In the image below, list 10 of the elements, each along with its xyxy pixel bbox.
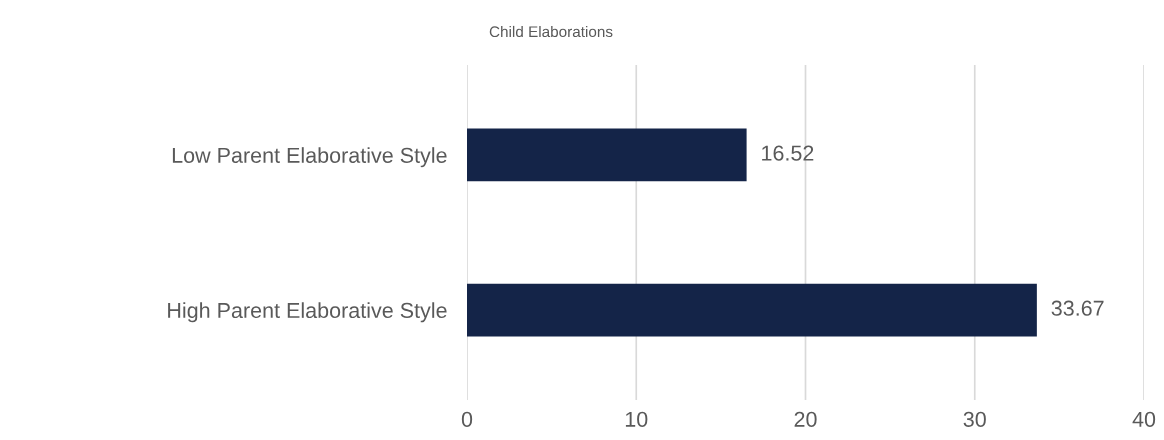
x-tick-label: 40 xyxy=(1132,411,1156,427)
chart-title: Child Elaborations xyxy=(489,25,613,38)
y-tick-label: Low Parent Elaborative Style xyxy=(172,147,447,168)
x-tick-label: 20 xyxy=(794,411,817,427)
x-tick-label: 0 xyxy=(461,411,473,427)
x-tick-label: 10 xyxy=(625,411,648,427)
x-tick-label: 30 xyxy=(963,411,986,427)
data-label: 33.67 xyxy=(1051,300,1104,316)
y-tick-label: High Parent Elaborative Style xyxy=(168,302,447,323)
data-label: 16.52 xyxy=(762,145,814,161)
